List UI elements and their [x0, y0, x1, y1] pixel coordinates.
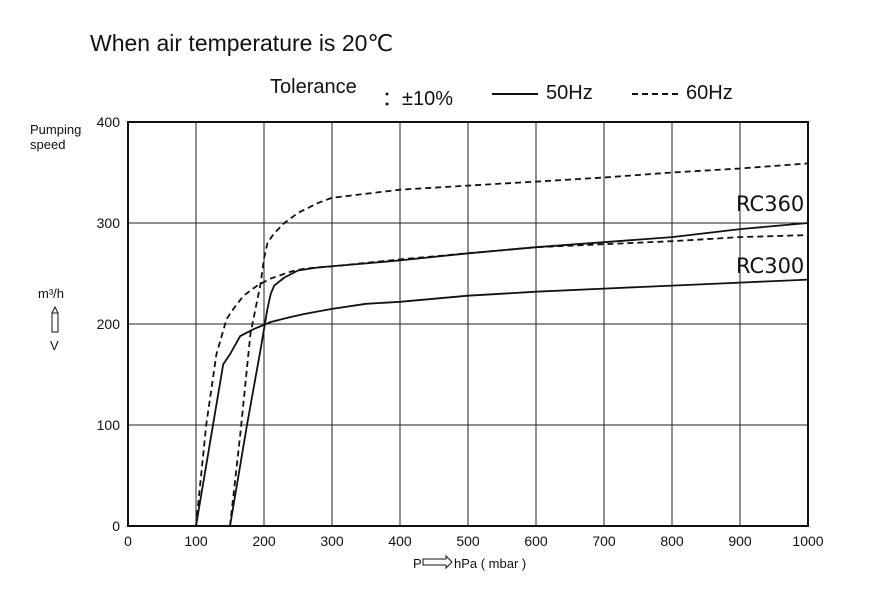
x-tick-label: 600	[524, 533, 548, 549]
y-axis-label-speed: speed	[30, 137, 65, 152]
legend-50hz-label: 50Hz	[546, 82, 593, 104]
legend-tolerance-label: Tolerance	[270, 76, 357, 98]
series-rc300-50hz	[195, 278, 809, 527]
grid	[128, 122, 808, 526]
y-tick-label: 100	[97, 417, 121, 433]
x-axis-unit: hPa ( mbar )	[454, 556, 526, 571]
legend-tolerance-value: ：±10%	[382, 88, 454, 110]
series-rc360-50hz	[229, 222, 809, 527]
x-tick-label: 0	[124, 533, 132, 549]
x-tick-label: 900	[728, 533, 752, 549]
legend-dashed-line-swatch	[632, 93, 678, 95]
x-tick-label: 100	[184, 533, 208, 549]
x-axis-arrow-icon	[422, 554, 453, 570]
x-tick-label: 300	[320, 533, 344, 549]
x-tick-label: 400	[388, 533, 412, 549]
legend-solid-line-swatch	[492, 93, 538, 95]
x-tick-label: 700	[592, 533, 616, 549]
y-axis-arrow-icon	[51, 305, 59, 333]
annotation-rc360: RC360	[736, 192, 804, 216]
series-lines	[195, 162, 809, 527]
y-tick-labels: 0 100 200 300 400	[97, 114, 121, 534]
chart-title: When air temperature is 20℃	[90, 30, 394, 56]
x-tick-label: 1000	[792, 533, 823, 549]
legend-60hz-label: 60Hz	[686, 82, 733, 104]
y-axis-arrow-label: V	[50, 338, 59, 353]
x-axis-label-p: P	[413, 556, 422, 571]
x-tick-label: 200	[252, 533, 276, 549]
x-tick-labels: 0 100 200 300 400 500 600 700 800 900 1000	[124, 533, 824, 549]
plot-frame	[127, 121, 809, 527]
y-tick-label: 200	[97, 316, 121, 332]
x-tick-label: 800	[660, 533, 684, 549]
series-rc300-60hz	[195, 234, 809, 527]
y-tick-label: 300	[97, 215, 121, 231]
series-rc360-60hz	[229, 162, 809, 527]
y-tick-label: 0	[112, 518, 120, 534]
annotation-rc300: RC300	[736, 254, 804, 278]
y-tick-label: 400	[97, 114, 121, 130]
y-axis-unit: m³/h	[38, 286, 64, 301]
x-tick-label: 500	[456, 533, 480, 549]
y-axis-label-pumping: Pumping	[30, 122, 81, 137]
